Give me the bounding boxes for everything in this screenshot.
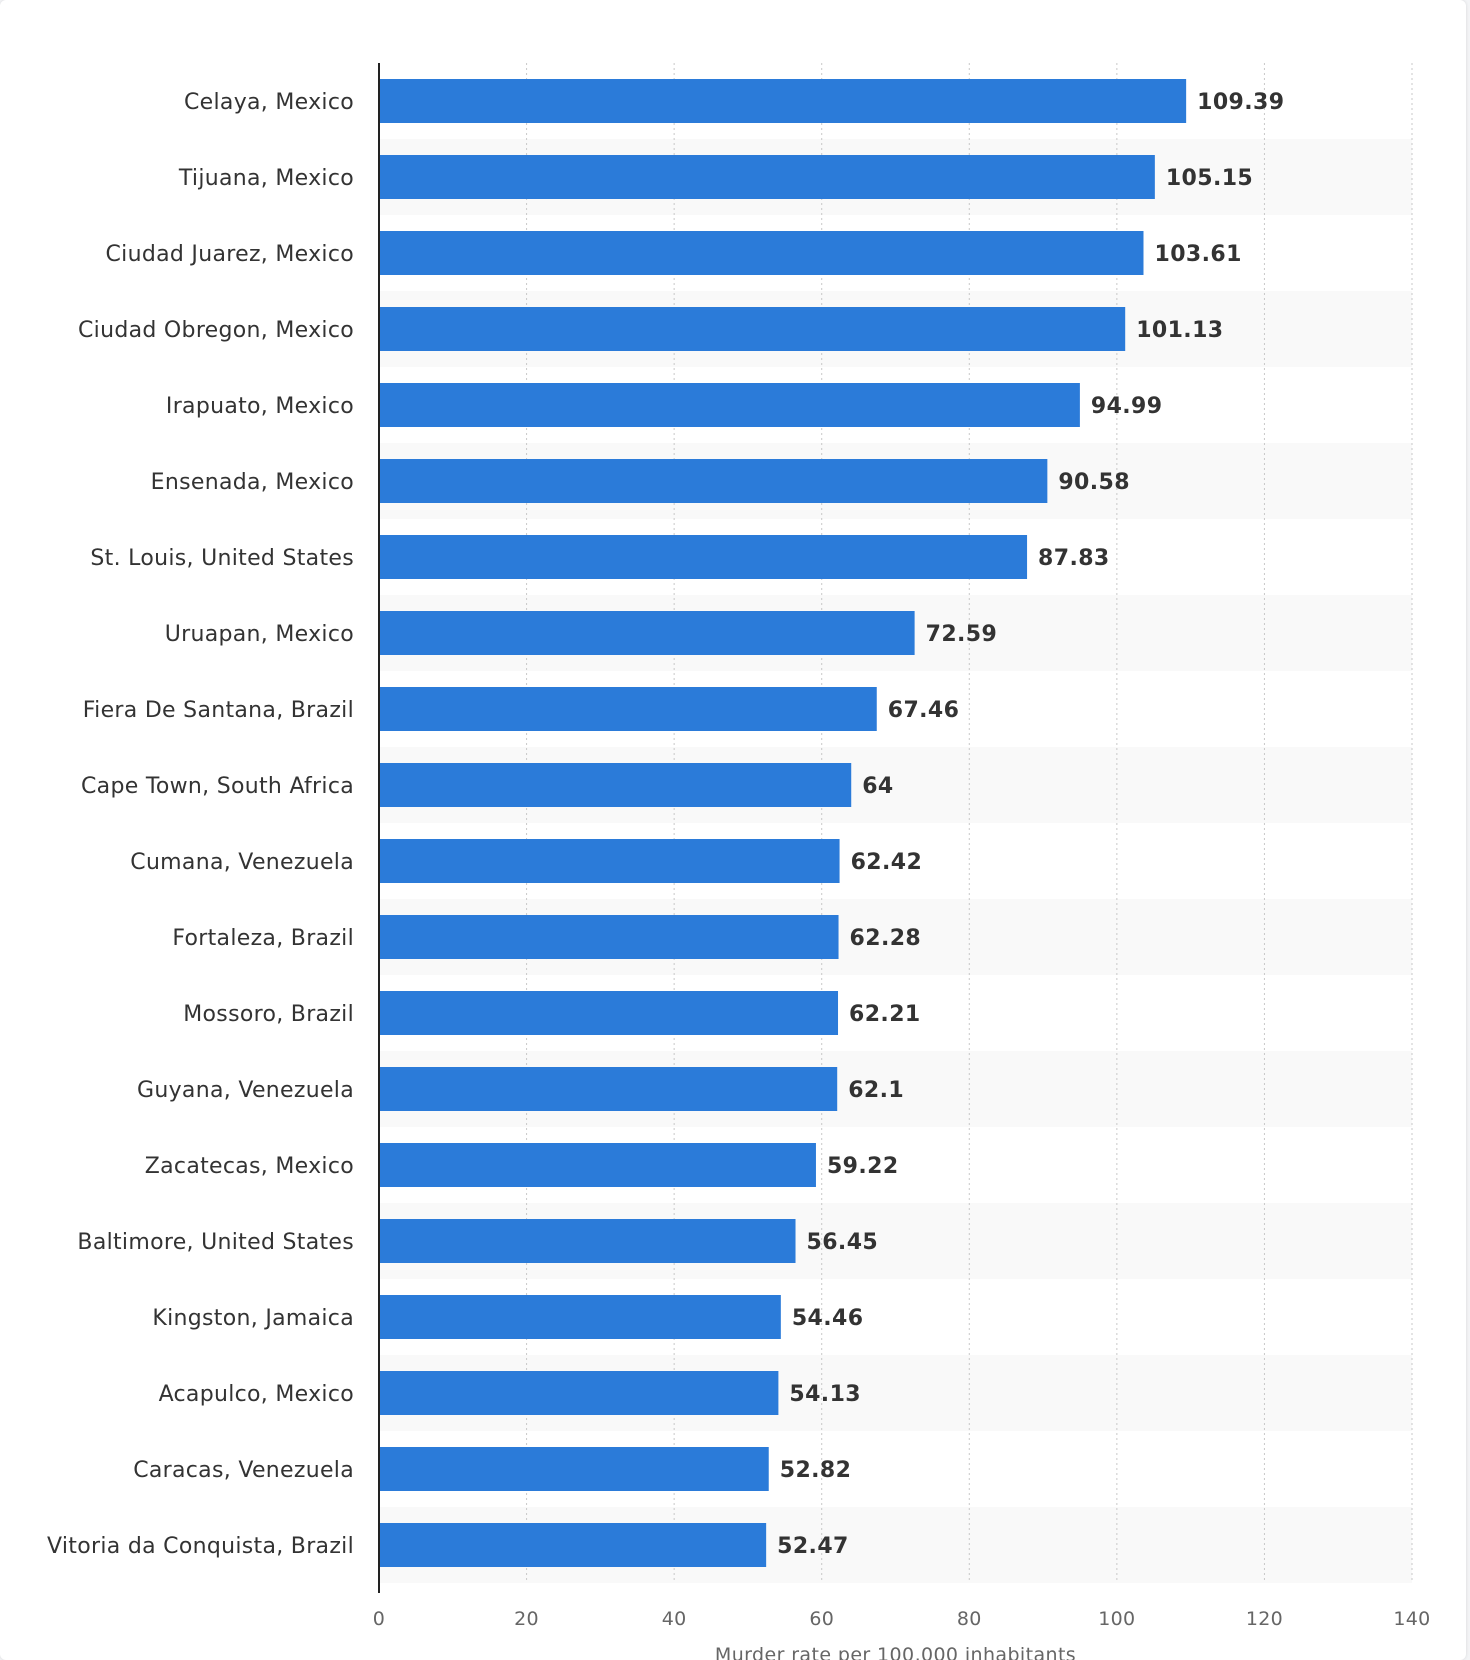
value-label: 94.99 <box>1091 394 1163 419</box>
x-tick-label: 80 <box>957 1608 982 1630</box>
bar <box>379 1067 838 1111</box>
category-label: Fortaleza, Brazil <box>172 926 354 951</box>
bar <box>379 1371 779 1415</box>
category-label: Celaya, Mexico <box>184 90 354 115</box>
bar <box>379 383 1080 427</box>
bar <box>379 839 840 883</box>
category-label: Guyana, Venezuela <box>137 1078 354 1103</box>
value-label: 62.42 <box>851 850 923 875</box>
bar <box>379 991 839 1035</box>
bar <box>379 763 852 807</box>
value-labels: 109.39 105.15 103.61 101.13 94.99 90.58 87.83 7… <box>777 90 1284 1559</box>
category-label: Acapulco, Mexico <box>159 1382 354 1407</box>
category-label: Uruapan, Mexico <box>165 622 354 647</box>
value-label: 62.21 <box>849 1002 921 1027</box>
category-label: St. Louis, United States <box>90 546 354 571</box>
value-label: 52.47 <box>777 1534 849 1559</box>
bar <box>379 611 915 655</box>
bar <box>379 459 1048 503</box>
category-label: Irapuato, Mexico <box>166 394 354 419</box>
bar <box>379 1447 769 1491</box>
category-label: Cumana, Venezuela <box>130 850 354 875</box>
x-tick-labels: 0 20 40 60 80 100 120 140 <box>373 1608 1430 1630</box>
bars <box>379 79 1187 1567</box>
value-label: 62.1 <box>848 1078 904 1103</box>
bar <box>379 1219 796 1263</box>
value-label: 59.22 <box>827 1154 899 1179</box>
value-label: 90.58 <box>1058 470 1130 495</box>
bar <box>379 155 1155 199</box>
bar <box>379 535 1028 579</box>
value-label: 54.13 <box>789 1382 861 1407</box>
bar <box>379 1523 767 1567</box>
x-tick-label: 0 <box>373 1608 385 1630</box>
category-labels: Celaya, Mexico Tijuana, Mexico Ciudad Juar… <box>47 90 354 1559</box>
bar <box>379 1143 816 1187</box>
category-label: Ciudad Juarez, Mexico <box>106 242 354 267</box>
category-label: Zacatecas, Mexico <box>145 1154 354 1179</box>
value-label: 101.13 <box>1136 318 1223 343</box>
category-label: Cape Town, South Africa <box>81 774 354 799</box>
value-label: 52.82 <box>780 1458 852 1483</box>
value-label: 103.61 <box>1154 242 1241 267</box>
category-label: Fiera De Santana, Brazil <box>83 698 354 723</box>
x-tick-label: 100 <box>1098 1608 1135 1630</box>
x-tick-label: 60 <box>809 1608 834 1630</box>
category-label: Baltimore, United States <box>77 1230 354 1255</box>
category-label: Ensenada, Mexico <box>151 470 354 495</box>
value-label: 105.15 <box>1166 166 1253 191</box>
bar <box>379 1295 781 1339</box>
value-label: 56.45 <box>807 1230 879 1255</box>
value-label: 87.83 <box>1038 546 1110 571</box>
category-label: Vitoria da Conquista, Brazil <box>47 1534 354 1559</box>
bar <box>379 231 1144 275</box>
bar <box>379 687 877 731</box>
bar <box>379 307 1126 351</box>
value-label: 62.28 <box>850 926 922 951</box>
x-tick-label: 20 <box>514 1608 539 1630</box>
category-label: Kingston, Jamaica <box>152 1306 354 1331</box>
category-label: Mossoro, Brazil <box>183 1002 354 1027</box>
x-tick-label: 140 <box>1393 1608 1430 1630</box>
x-tick-label: 40 <box>662 1608 687 1630</box>
x-axis-title: Murder rate per 100,000 inhabitants <box>715 1644 1076 1660</box>
x-tick-label: 120 <box>1246 1608 1283 1630</box>
value-label: 109.39 <box>1197 90 1284 115</box>
value-label: 64 <box>862 774 893 799</box>
category-label: Tijuana, Mexico <box>178 166 354 191</box>
category-label: Ciudad Obregon, Mexico <box>78 318 354 343</box>
value-label: 72.59 <box>926 622 998 647</box>
bar <box>379 79 1187 123</box>
bar <box>379 915 839 959</box>
value-label: 67.46 <box>888 698 960 723</box>
category-label: Caracas, Venezuela <box>133 1458 354 1483</box>
value-label: 54.46 <box>792 1306 864 1331</box>
